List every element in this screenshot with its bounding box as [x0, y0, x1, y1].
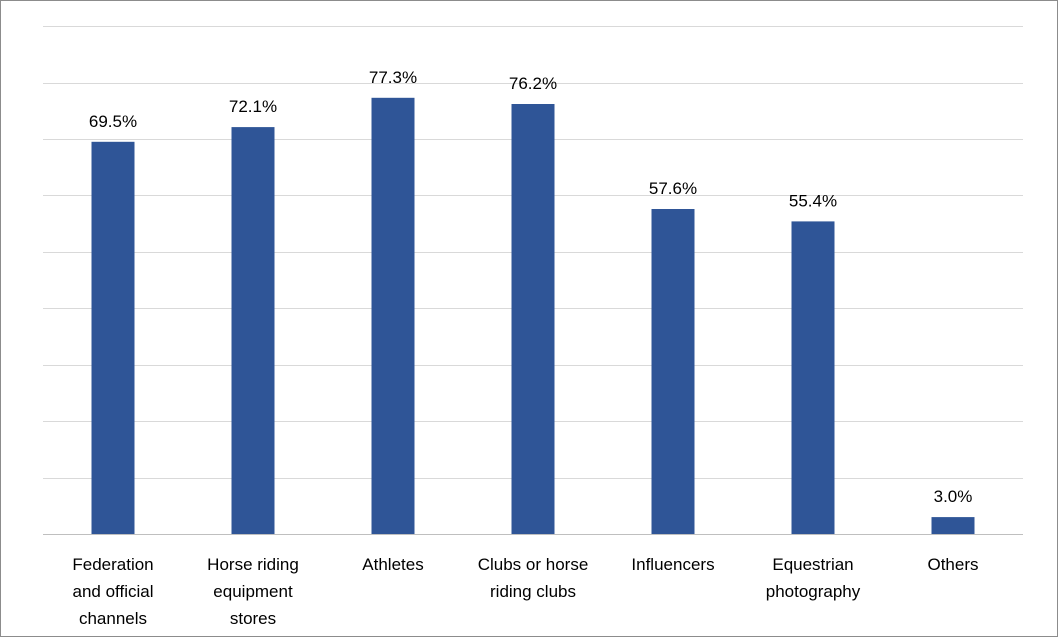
bar — [91, 141, 135, 535]
bar — [371, 97, 415, 535]
category-label-line: channels — [79, 609, 147, 628]
category-label: Equestrian photography — [766, 555, 861, 601]
category-label-line: Athletes — [362, 555, 423, 574]
bar — [651, 209, 695, 534]
category-label-line: Federation — [72, 555, 153, 574]
bar — [511, 104, 555, 534]
data-label: 69.5% — [89, 112, 137, 131]
category-label-line: and official — [73, 582, 154, 601]
category-label: Influencers — [631, 555, 714, 574]
data-labels: 69.5% 72.1% 77.3% 76.2% 57.6% 55.4% 3.0% — [89, 68, 972, 506]
category-label: Athletes — [362, 555, 423, 574]
category-label-line: Equestrian — [772, 555, 853, 574]
category-label: Horse riding equipment stores — [207, 555, 299, 628]
data-label: 72.1% — [229, 97, 277, 116]
category-label: Others — [927, 555, 978, 574]
category-label-line: Clubs or horse — [478, 555, 589, 574]
category-labels: Federation and official channels Horse ridi… — [72, 555, 978, 628]
bars — [91, 97, 975, 535]
category-label-line: Influencers — [631, 555, 714, 574]
category-label-line: equipment — [213, 582, 293, 601]
category-label: Federation and official channels — [72, 555, 153, 628]
category-label: Clubs or horse riding clubs — [478, 555, 589, 601]
data-label: 76.2% — [509, 74, 557, 93]
data-label: 77.3% — [369, 68, 417, 87]
bar — [931, 517, 975, 534]
category-label-line: riding clubs — [490, 582, 576, 601]
category-label-line: stores — [230, 609, 276, 628]
bar — [791, 221, 835, 534]
data-label: 57.6% — [649, 179, 697, 198]
bar — [231, 127, 275, 534]
category-label-line: Horse riding — [207, 555, 299, 574]
data-label: 55.4% — [789, 191, 837, 210]
data-label: 3.0% — [934, 487, 973, 506]
category-label-line: Others — [927, 555, 978, 574]
category-label-line: photography — [766, 582, 861, 601]
